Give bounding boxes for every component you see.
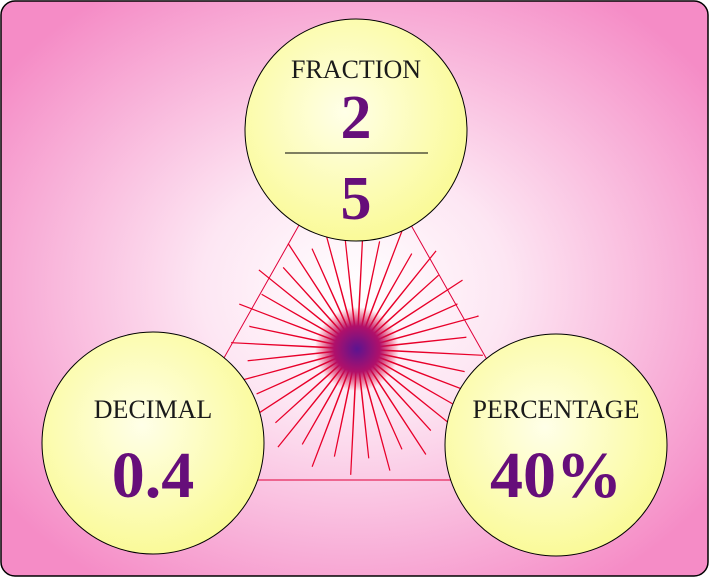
starburst-center-icon: [315, 307, 399, 391]
fraction-denominator: 5: [341, 165, 372, 233]
fraction-node: FRACTION 2 5: [244, 18, 468, 242]
connecting-triangle: [154, 124, 556, 481]
decimal-circle: [41, 331, 265, 555]
fraction-label: FRACTION: [291, 55, 421, 84]
decimal-value: 0.4: [112, 439, 195, 512]
percentage-circle: [444, 333, 668, 557]
percentage-node: PERCENTAGE 40%: [444, 333, 668, 557]
fraction-numerator: 2: [341, 84, 372, 152]
percentage-label: PERCENTAGE: [473, 395, 640, 424]
decimal-node: DECIMAL 0.4: [41, 331, 265, 555]
fraction-circle: [244, 18, 468, 242]
decimal-label: DECIMAL: [94, 395, 212, 424]
percentage-value: 40%: [490, 439, 622, 512]
